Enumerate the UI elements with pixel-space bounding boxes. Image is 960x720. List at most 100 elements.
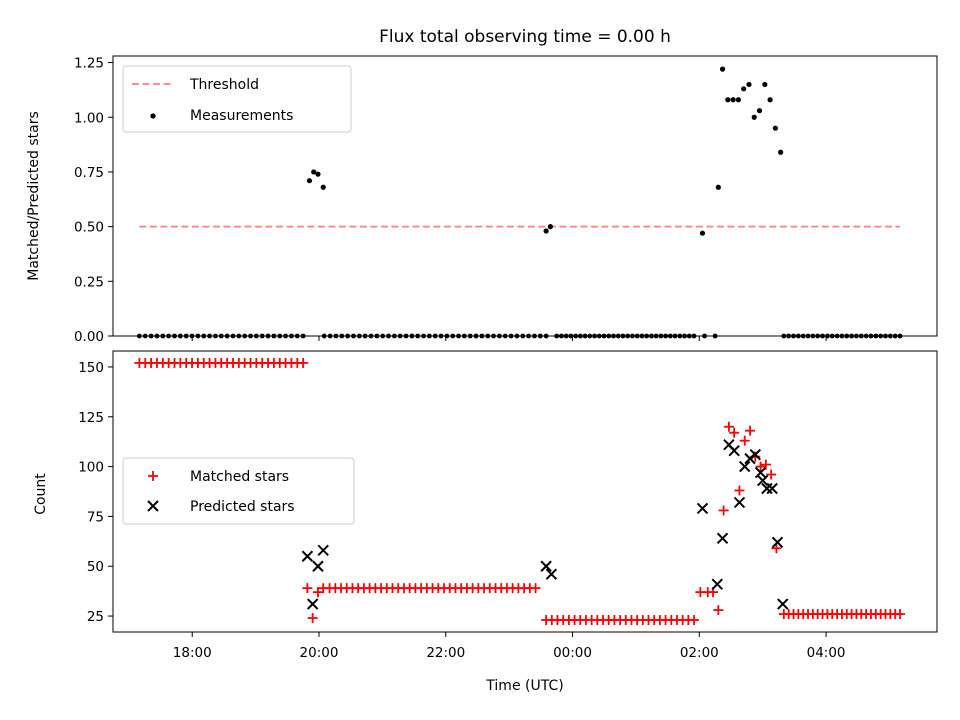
measurement-point xyxy=(858,333,864,339)
measurement-point xyxy=(421,333,426,339)
y-tick-label: 0.75 xyxy=(74,165,104,181)
matched-star-point xyxy=(298,357,309,368)
measurement-point xyxy=(467,333,473,339)
measurement-point xyxy=(450,333,456,339)
measurement-point xyxy=(461,333,467,339)
measurement-point xyxy=(772,125,778,131)
measurement-point xyxy=(849,333,855,339)
measurement-point xyxy=(592,333,597,339)
measurement-point xyxy=(154,333,160,339)
measurement-point xyxy=(596,333,602,339)
measurement-point xyxy=(644,333,650,339)
predicted-star-point xyxy=(301,550,314,562)
measurement-point xyxy=(289,333,294,339)
predicted-star-point xyxy=(733,496,746,509)
measurement-point xyxy=(863,333,869,339)
measurement-point xyxy=(166,333,172,339)
measurement-point xyxy=(653,333,659,339)
measurement-point xyxy=(725,97,731,103)
measurement-point xyxy=(426,333,432,339)
measurement-point xyxy=(362,333,368,339)
cross-stroke xyxy=(739,460,751,473)
measurement-point xyxy=(719,66,726,72)
cross-stroke xyxy=(306,598,319,610)
measurement-point xyxy=(236,333,242,339)
measurement-point xyxy=(815,333,821,339)
measurement-point xyxy=(735,97,741,103)
measurement-point xyxy=(577,333,583,339)
measurement-point xyxy=(805,333,811,339)
measurement-point xyxy=(444,333,450,339)
legend-matched-label: Matched stars xyxy=(190,469,289,485)
predicted-star-point xyxy=(312,560,324,572)
measurement-point xyxy=(311,169,317,175)
measurement-point xyxy=(397,333,403,339)
measurement-point xyxy=(829,333,835,339)
measurement-point xyxy=(639,333,645,339)
measurement-point xyxy=(746,81,752,88)
measurement-point xyxy=(615,333,621,339)
y-tick-label: 50 xyxy=(87,559,104,575)
predicted-star-point xyxy=(716,532,729,545)
ratio-y-axis-label: Matched/Predicted stars xyxy=(26,111,42,281)
measurement-point xyxy=(547,224,553,230)
y-tick-label: 150 xyxy=(78,360,104,376)
measurement-point xyxy=(892,333,898,339)
measurement-point xyxy=(265,333,271,339)
measurement-point xyxy=(409,333,415,339)
measurement-point xyxy=(479,333,485,339)
measurement-point xyxy=(148,333,154,339)
x-tick-label: 00:00 xyxy=(553,645,592,661)
measurement-point xyxy=(606,333,612,339)
measurement-point xyxy=(415,333,421,339)
measurement-point xyxy=(834,333,840,339)
measurement-point xyxy=(271,333,277,339)
measurement-point xyxy=(189,333,195,339)
ratio-x-ticks xyxy=(191,336,827,341)
measurement-point xyxy=(730,97,736,103)
predicted-star-point xyxy=(540,560,552,572)
measurement-point xyxy=(321,333,327,339)
measurement-point xyxy=(160,333,166,339)
y-tick-label: 0.00 xyxy=(74,329,104,345)
matched-star-point xyxy=(771,543,782,554)
measurement-point xyxy=(248,333,253,339)
measurement-point xyxy=(259,333,265,339)
measurement-point xyxy=(649,333,654,339)
predicted-star-point xyxy=(545,568,558,580)
measurement-point xyxy=(682,333,687,339)
measurement-point xyxy=(502,333,508,339)
measurement-point xyxy=(873,333,879,339)
measurement-point xyxy=(213,333,218,339)
measurement-point xyxy=(786,333,792,339)
y-tick-label: 0.50 xyxy=(74,220,104,236)
predicted-star-point xyxy=(696,502,709,515)
measurement-point xyxy=(854,333,859,339)
measurement-point xyxy=(883,333,888,339)
measurement-point xyxy=(587,333,593,339)
measurement-point xyxy=(315,171,321,177)
measurement-point xyxy=(839,333,845,339)
matched-star-point xyxy=(755,461,766,472)
measurement-point xyxy=(559,333,564,339)
legend-predicted-label: Predicted stars xyxy=(190,499,295,515)
cross-stroke xyxy=(777,598,789,610)
matched-star-point xyxy=(718,505,729,516)
matched-star-point xyxy=(689,615,700,626)
measurement-point xyxy=(485,333,491,339)
measurement-point xyxy=(573,333,579,339)
measurement-point xyxy=(351,333,356,339)
cross-stroke xyxy=(771,536,784,549)
x-tick-label: 22:00 xyxy=(426,645,465,661)
measurement-point xyxy=(294,333,300,339)
measurement-point xyxy=(520,333,526,339)
measurement-point xyxy=(177,333,183,339)
count-legend-box xyxy=(122,457,355,525)
measurement-point xyxy=(601,333,607,339)
measurement-point xyxy=(230,333,236,339)
measurement-point xyxy=(172,333,177,339)
measurement-point xyxy=(283,333,289,339)
x-axis-label: Time (UTC) xyxy=(485,678,563,694)
measurement-point xyxy=(741,86,747,92)
